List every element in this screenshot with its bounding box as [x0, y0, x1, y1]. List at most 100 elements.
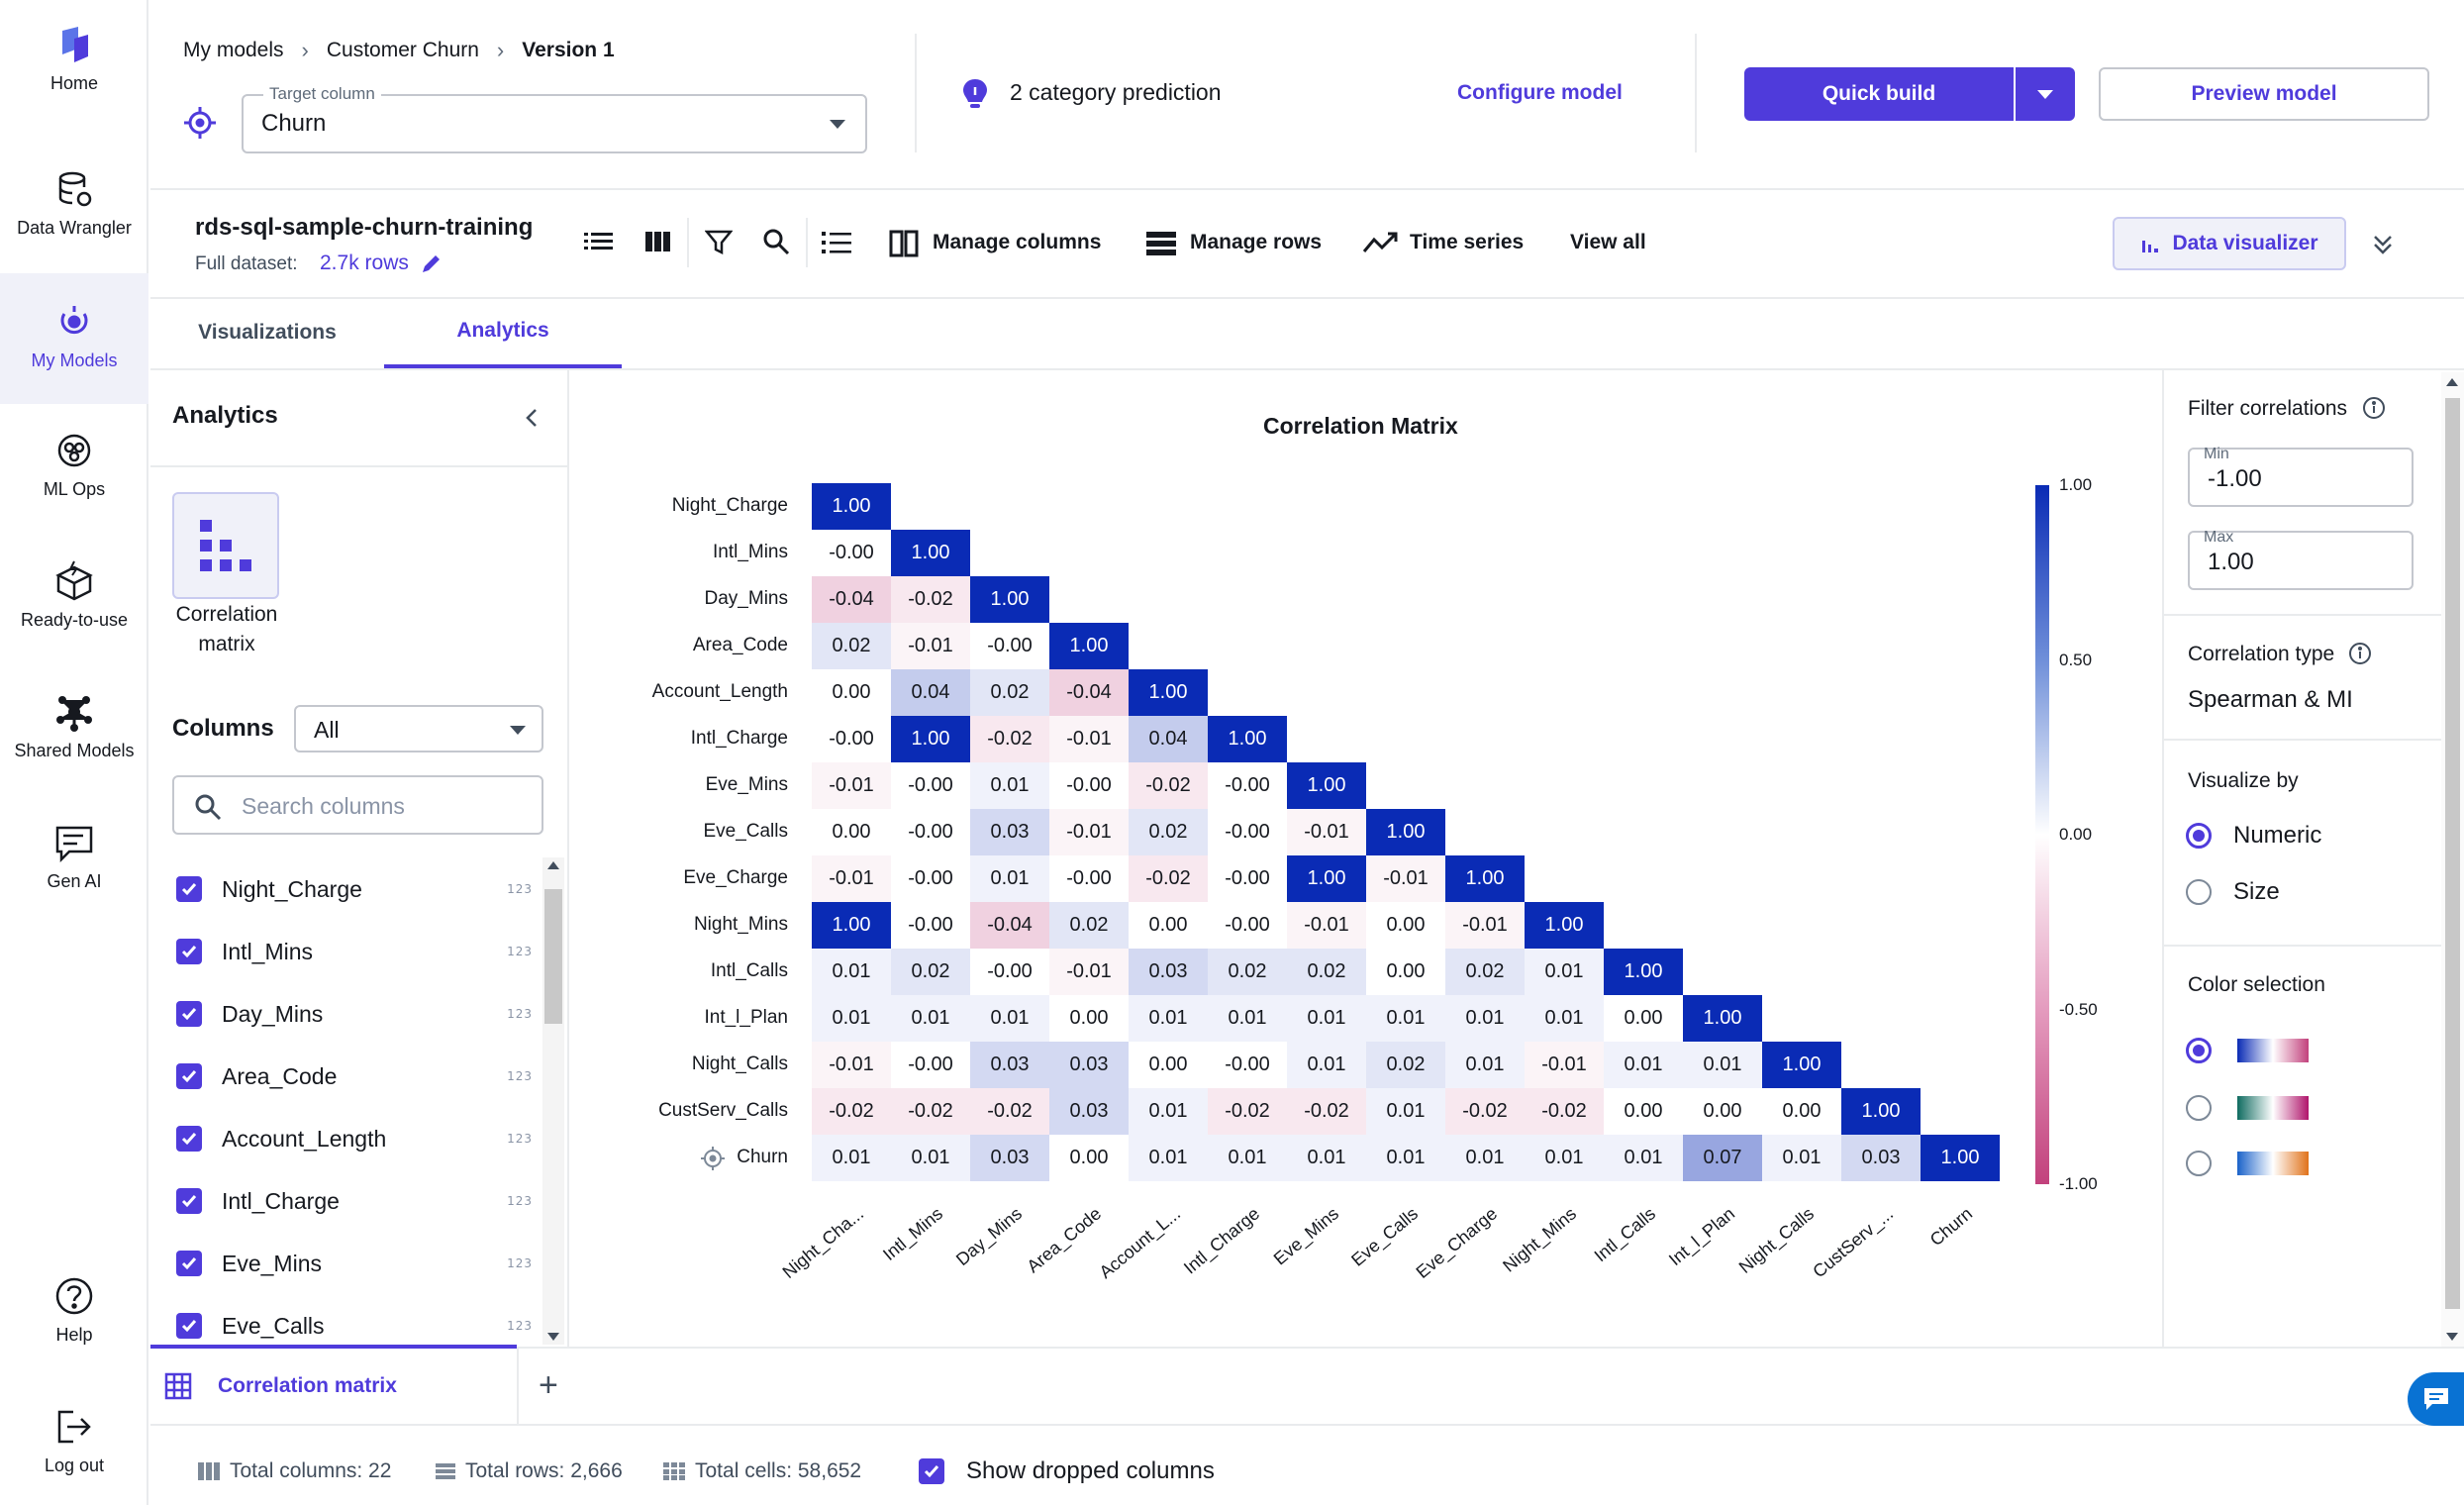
matrix-cell[interactable]: 0.00	[1129, 902, 1208, 949]
matrix-cell[interactable]: -0.04	[1049, 669, 1129, 716]
matrix-cell[interactable]: 1.00	[1921, 1135, 2000, 1181]
matrix-cell[interactable]: -0.00	[891, 902, 970, 949]
radio-selected[interactable]	[2186, 823, 2212, 849]
matrix-cell[interactable]: 0.03	[1129, 949, 1208, 995]
checkbox-checked[interactable]	[176, 1063, 202, 1089]
matrix-cell[interactable]: -0.00	[891, 855, 970, 902]
matrix-cell[interactable]: 1.00	[1049, 623, 1129, 669]
min-correlation-input[interactable]: Min -1.00	[2188, 446, 2414, 507]
matrix-cell[interactable]: -0.00	[812, 530, 891, 576]
matrix-cell[interactable]: 0.00	[1762, 1088, 1841, 1135]
column-view-icon[interactable]	[645, 230, 671, 258]
checkbox-checked[interactable]	[176, 939, 202, 964]
column-item[interactable]: Account_Length 123	[176, 1114, 533, 1163]
matrix-cell[interactable]: 0.02	[812, 623, 891, 669]
matrix-cell[interactable]: 0.01	[812, 995, 891, 1042]
matrix-cell[interactable]: 0.02	[1129, 809, 1208, 855]
matrix-cell[interactable]: 0.03	[970, 1135, 1049, 1181]
matrix-cell[interactable]: 0.00	[1604, 995, 1683, 1042]
matrix-cell[interactable]: -0.02	[1129, 855, 1208, 902]
nav-data-wrangler[interactable]: Data Wrangler	[0, 166, 148, 246]
checkbox-checked[interactable]	[176, 1188, 202, 1214]
radio-unselected[interactable]	[2186, 879, 2212, 905]
matrix-cell[interactable]: 1.00	[812, 483, 891, 530]
target-column-select[interactable]: Target column Churn	[242, 84, 867, 153]
matrix-cell[interactable]: 1.00	[1683, 995, 1762, 1042]
info-icon[interactable]	[2348, 642, 2372, 670]
matrix-cell[interactable]: 0.01	[1287, 1135, 1366, 1181]
matrix-cell[interactable]: 0.01	[1366, 1088, 1445, 1135]
matrix-cell[interactable]: 1.00	[1604, 949, 1683, 995]
visualize-numeric-radio[interactable]: Numeric	[2186, 822, 2321, 850]
collapse-double-chevron-icon[interactable]	[2370, 232, 2396, 262]
tab-analytics[interactable]: Analytics	[384, 297, 622, 368]
matrix-cell[interactable]: 0.01	[1683, 1042, 1762, 1088]
matrix-cell[interactable]: -0.01	[1049, 716, 1129, 762]
color-option-blue-pink[interactable]	[2186, 1038, 2309, 1063]
color-option-blue-orange[interactable]	[2186, 1151, 2309, 1176]
matrix-cell[interactable]: 0.01	[1525, 1135, 1604, 1181]
matrix-cell[interactable]: 1.00	[1287, 762, 1366, 809]
matrix-cell[interactable]: 0.01	[1366, 995, 1445, 1042]
matrix-cell[interactable]: -0.02	[891, 576, 970, 623]
nav-logout[interactable]: Log out	[0, 1404, 148, 1483]
matrix-cell[interactable]: 1.00	[1762, 1042, 1841, 1088]
matrix-cell[interactable]: 0.02	[1445, 949, 1525, 995]
matrix-cell[interactable]: -0.02	[812, 1088, 891, 1135]
matrix-cell[interactable]: -0.00	[1208, 902, 1287, 949]
columns-scrollbar[interactable]	[542, 857, 564, 1345]
matrix-cell[interactable]: 0.01	[1208, 995, 1287, 1042]
matrix-cell[interactable]: 1.00	[891, 716, 970, 762]
bottom-tab-correlation-matrix[interactable]: Correlation matrix	[150, 1349, 517, 1424]
matrix-cell[interactable]: -0.01	[1525, 1042, 1604, 1088]
dataset-rows-link[interactable]: 2.7k rows	[320, 251, 409, 274]
pencil-icon[interactable]	[420, 251, 444, 280]
matrix-cell[interactable]: 0.01	[891, 1135, 970, 1181]
breadcrumb-customer-churn[interactable]: Customer Churn	[326, 39, 479, 61]
matrix-cell[interactable]: 0.01	[970, 762, 1049, 809]
matrix-cell[interactable]: 0.01	[1129, 1088, 1208, 1135]
matrix-cell[interactable]: 0.00	[1129, 1042, 1208, 1088]
radio-selected[interactable]	[2186, 1038, 2212, 1063]
color-option-teal-magenta[interactable]	[2186, 1095, 2309, 1121]
matrix-cell[interactable]: 0.04	[891, 669, 970, 716]
matrix-cell[interactable]: -0.01	[1049, 949, 1129, 995]
matrix-cell[interactable]: -0.01	[891, 623, 970, 669]
matrix-cell[interactable]: 0.01	[1525, 949, 1604, 995]
matrix-cell[interactable]: 0.00	[812, 669, 891, 716]
feedback-chat-button[interactable]	[2408, 1372, 2464, 1426]
matrix-cell[interactable]: 0.00	[812, 809, 891, 855]
scrollbar-thumb[interactable]	[2445, 398, 2460, 1309]
matrix-cell[interactable]: 1.00	[1366, 809, 1445, 855]
matrix-cell[interactable]: 0.01	[1604, 1042, 1683, 1088]
tab-visualizations[interactable]: Visualizations	[198, 321, 337, 344]
matrix-cell[interactable]: -0.01	[1049, 809, 1129, 855]
matrix-cell[interactable]: 0.02	[1287, 949, 1366, 995]
radio-unselected[interactable]	[2186, 1095, 2212, 1121]
column-item[interactable]: Night_Charge 123	[176, 864, 533, 914]
matrix-cell[interactable]: 1.00	[1287, 855, 1366, 902]
matrix-cell[interactable]: 0.01	[1129, 995, 1208, 1042]
matrix-cell[interactable]: 0.01	[812, 1135, 891, 1181]
matrix-cell[interactable]: 0.03	[1841, 1135, 1921, 1181]
column-item[interactable]: Eve_Mins 123	[176, 1239, 533, 1288]
scroll-down-icon[interactable]	[2446, 1333, 2458, 1341]
matrix-cell[interactable]: -0.01	[812, 762, 891, 809]
matrix-cell[interactable]: 0.01	[970, 855, 1049, 902]
matrix-cell[interactable]: 0.00	[1366, 902, 1445, 949]
matrix-cell[interactable]: 0.00	[1049, 1135, 1129, 1181]
visualize-size-radio[interactable]: Size	[2186, 878, 2280, 906]
matrix-cell[interactable]: -0.00	[891, 1042, 970, 1088]
matrix-cell[interactable]: 0.01	[1287, 995, 1366, 1042]
nav-help[interactable]: Help	[0, 1273, 148, 1353]
scroll-down-icon[interactable]	[547, 1333, 559, 1341]
matrix-cell[interactable]: -0.00	[970, 949, 1049, 995]
max-correlation-input[interactable]: Max 1.00	[2188, 529, 2414, 590]
matrix-cell[interactable]: 0.01	[1208, 1135, 1287, 1181]
matrix-cell[interactable]: 0.02	[891, 949, 970, 995]
nav-ml-ops[interactable]: ML Ops	[0, 428, 148, 507]
info-icon[interactable]	[2362, 396, 2386, 425]
checkbox-checked[interactable]	[176, 1001, 202, 1027]
matrix-cell[interactable]: -0.01	[1287, 902, 1366, 949]
matrix-cell[interactable]: 0.00	[1604, 1088, 1683, 1135]
